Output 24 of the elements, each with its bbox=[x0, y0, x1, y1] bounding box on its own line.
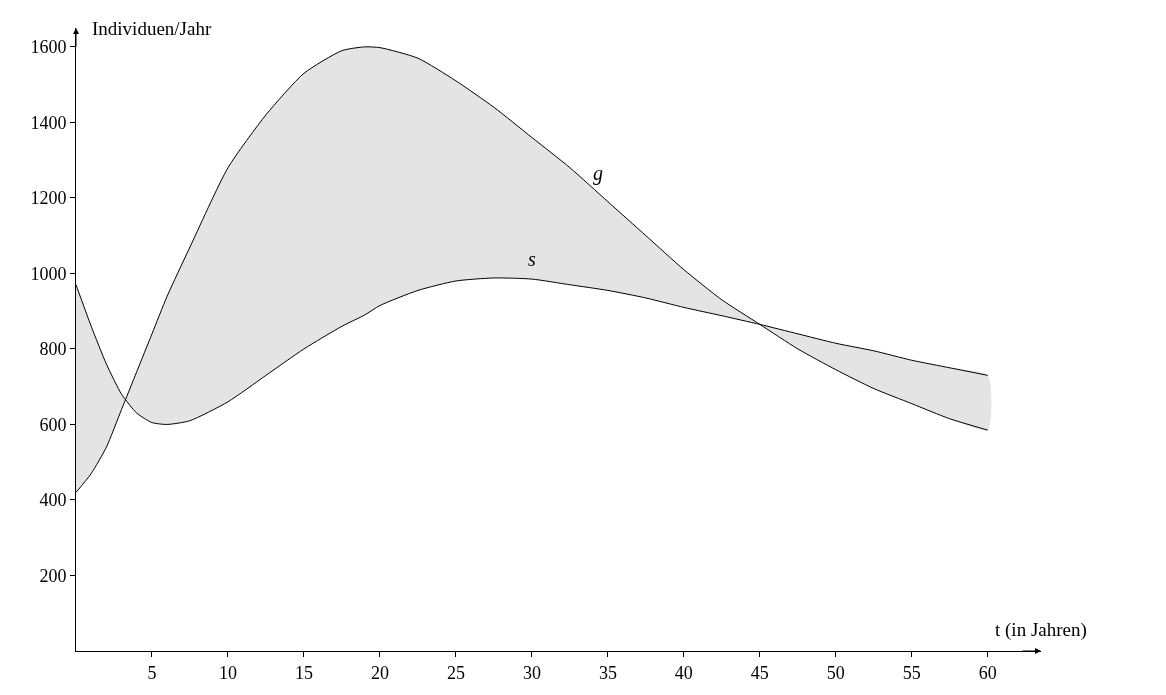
x-tick-label: 5 bbox=[147, 662, 157, 683]
x-tick-label: 55 bbox=[902, 662, 921, 683]
x-tick-label: 15 bbox=[294, 662, 313, 683]
x-axis-title: t (in Jahren) bbox=[995, 619, 1087, 641]
y-tick-label: 1200 bbox=[30, 188, 67, 209]
y-tick-label: 800 bbox=[39, 339, 67, 360]
x-tick-label: 60 bbox=[978, 662, 997, 683]
y-tick-label: 1400 bbox=[30, 112, 67, 133]
y-tick-label: 200 bbox=[39, 565, 67, 586]
y-axis-title: Individuen/Jahr bbox=[92, 18, 212, 39]
y-tick-label: 400 bbox=[39, 490, 67, 511]
x-tick-label: 35 bbox=[598, 662, 617, 683]
series-label: s bbox=[528, 248, 536, 270]
x-tick-label: 25 bbox=[446, 662, 465, 683]
y-tick-label: 1000 bbox=[30, 263, 67, 284]
x-tick-label: 50 bbox=[826, 662, 845, 683]
x-tick-label: 45 bbox=[750, 662, 769, 683]
x-tick-label: 10 bbox=[218, 662, 237, 683]
x-tick-label: 20 bbox=[370, 662, 389, 683]
series-label: g bbox=[593, 162, 603, 185]
y-tick-label: 1600 bbox=[30, 37, 67, 58]
x-tick-label: 30 bbox=[522, 662, 541, 683]
x-tick-label: 40 bbox=[674, 662, 693, 683]
y-tick-label: 600 bbox=[39, 414, 67, 435]
